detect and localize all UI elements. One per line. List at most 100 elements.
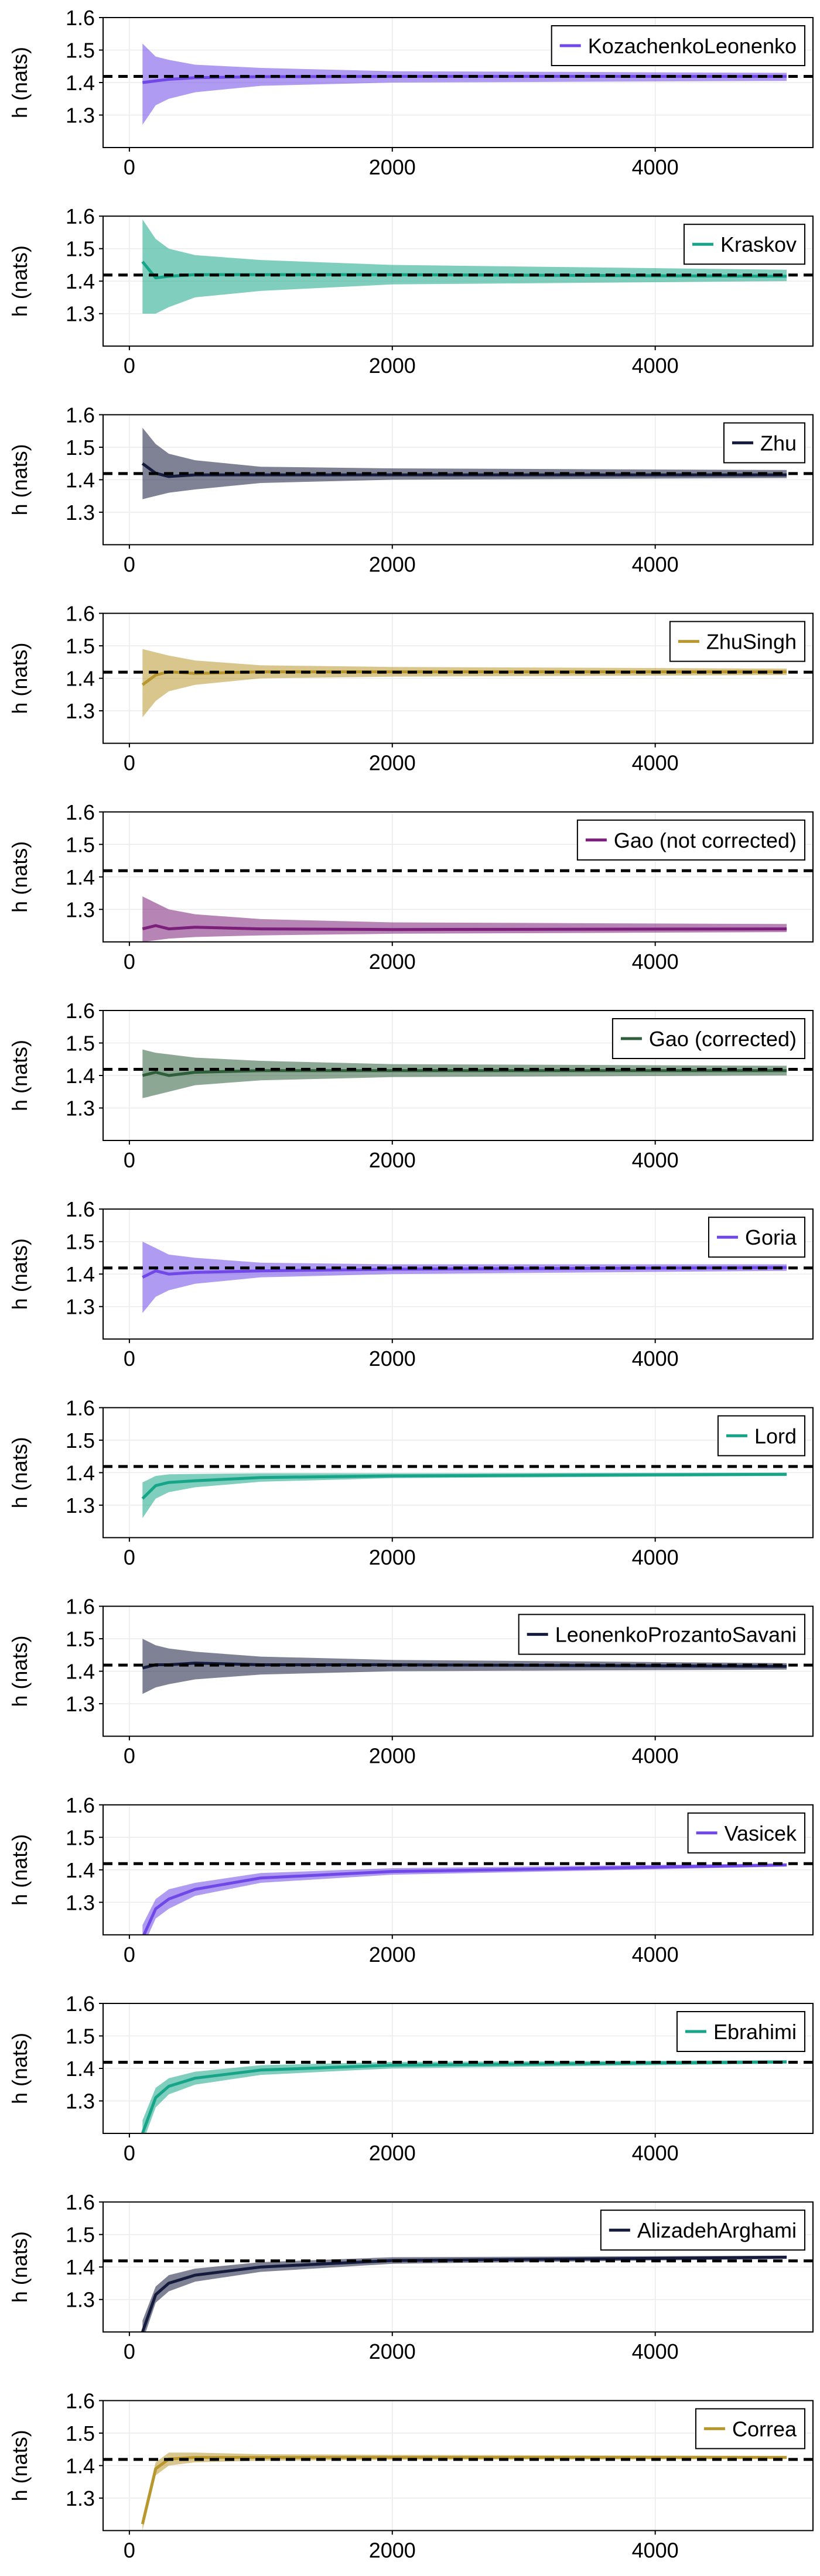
legend: Gao (corrected) bbox=[611, 1018, 805, 1059]
y-axis-label: h (nats) bbox=[8, 47, 32, 118]
legend: Lord bbox=[717, 1415, 805, 1457]
series-line bbox=[142, 1864, 787, 1935]
y-tick-label: 1.3 bbox=[66, 1692, 95, 1716]
legend-label: Lord bbox=[754, 1424, 797, 1448]
series-line bbox=[141, 2456, 787, 2524]
y-axis-label: h (nats) bbox=[8, 2231, 32, 2303]
y-tick-label: 1.5 bbox=[66, 2421, 95, 2445]
x-tick-label: 2000 bbox=[369, 950, 416, 974]
x-tick-label: 2000 bbox=[369, 2538, 416, 2562]
x-tick-label: 4000 bbox=[632, 1545, 679, 1569]
x-tick-label: 2000 bbox=[369, 2339, 416, 2363]
x-tick-label: 2000 bbox=[369, 1148, 416, 1172]
confidence-band bbox=[142, 427, 787, 499]
y-tick-label: 1.5 bbox=[66, 1429, 95, 1453]
series-line bbox=[142, 924, 787, 931]
y-tick-label: 1.6 bbox=[66, 1793, 95, 1817]
y-tick-label: 1.3 bbox=[66, 2486, 95, 2510]
chart-panel-13: 1.3 1.4 1.5 1.6 0 2000 4000 h (nats) Correa bbox=[8, 2389, 814, 2562]
x-tick-label: 2000 bbox=[369, 751, 416, 775]
x-tick-label: 2000 bbox=[369, 2141, 416, 2165]
x-tick-label: 4000 bbox=[632, 2141, 679, 2165]
y-tick-label: 1.5 bbox=[66, 2025, 95, 2049]
x-tick-label: 4000 bbox=[632, 1347, 679, 1371]
legend: Ebrahimi bbox=[676, 2011, 805, 2052]
chart-panel-10: 1.3 1.4 1.5 1.6 0 2000 4000 h (nats) Vasicek bbox=[8, 1793, 814, 1967]
legend-label: Zhu bbox=[760, 431, 797, 455]
plot-area bbox=[103, 43, 813, 125]
y-tick-label: 1.5 bbox=[66, 237, 95, 261]
y-tick-label: 1.6 bbox=[66, 2389, 95, 2413]
plot-area bbox=[103, 1241, 813, 1313]
legend-label: LeonenkoProzantoSavani bbox=[555, 1623, 797, 1647]
confidence-band bbox=[142, 1472, 787, 1519]
plot-area bbox=[103, 1465, 813, 1519]
series-line bbox=[141, 1472, 787, 1500]
y-tick-label: 1.4 bbox=[66, 1660, 95, 1684]
y-tick-label: 1.6 bbox=[66, 800, 95, 824]
x-tick-label: 0 bbox=[124, 155, 135, 179]
y-tick-label: 1.4 bbox=[66, 667, 95, 691]
legend: ZhuSingh bbox=[669, 621, 805, 662]
legend-label: Kraskov bbox=[720, 232, 797, 256]
legend-box bbox=[551, 25, 805, 66]
y-tick-label: 1.3 bbox=[66, 1097, 95, 1121]
plot-area bbox=[103, 219, 813, 314]
y-tick-label: 1.3 bbox=[66, 1295, 95, 1319]
y-tick-label: 1.4 bbox=[66, 2057, 95, 2081]
x-tick-label: 4000 bbox=[632, 552, 679, 576]
plot-area bbox=[103, 649, 813, 718]
x-tick-label: 4000 bbox=[632, 155, 679, 179]
x-tick-label: 4000 bbox=[632, 950, 679, 974]
legend: KozachenkoLeonenko bbox=[551, 25, 805, 66]
series-line bbox=[142, 1266, 787, 1279]
legend-label: Correa bbox=[732, 2417, 797, 2441]
x-tick-label: 0 bbox=[124, 2339, 135, 2363]
y-axis-label: h (nats) bbox=[8, 1636, 32, 1707]
y-tick-label: 1.3 bbox=[66, 501, 95, 525]
chart-panel-12: 1.3 1.4 1.5 1.6 0 2000 4000 h (nats) AlizadehArg… bbox=[8, 2190, 814, 2363]
y-tick-label: 1.5 bbox=[66, 833, 95, 857]
legend-label: Ebrahimi bbox=[713, 2020, 797, 2044]
x-tick-label: 0 bbox=[124, 751, 135, 775]
x-tick-label: 2000 bbox=[369, 1744, 416, 1768]
x-tick-label: 0 bbox=[124, 552, 135, 576]
y-axis-label: h (nats) bbox=[8, 1040, 32, 1111]
y-axis-label: h (nats) bbox=[8, 643, 32, 714]
y-tick-label: 1.3 bbox=[66, 699, 95, 723]
legend-label: AlizadehArghami bbox=[637, 2218, 797, 2242]
y-tick-label: 1.3 bbox=[66, 104, 95, 128]
y-tick-label: 1.5 bbox=[66, 1230, 95, 1254]
y-tick-label: 1.5 bbox=[66, 634, 95, 658]
chart-panel-4: 1.3 1.4 1.5 1.6 0 2000 4000 h (nats) ZhuSingh bbox=[8, 602, 814, 775]
plot-area bbox=[103, 427, 813, 499]
chart-panel-3: 1.3 1.4 1.5 1.6 0 2000 4000 h (nats) Zhu bbox=[8, 403, 814, 576]
y-tick-label: 1.5 bbox=[66, 1032, 95, 1056]
legend: LeonenkoProzantoSavani bbox=[518, 1614, 805, 1655]
confidence-band bbox=[142, 649, 787, 718]
legend-box bbox=[518, 1614, 805, 1655]
y-tick-label: 1.6 bbox=[66, 1992, 95, 2016]
x-tick-label: 0 bbox=[124, 1744, 135, 1768]
y-axis-label: h (nats) bbox=[8, 2033, 32, 2104]
x-tick-label: 4000 bbox=[632, 354, 679, 378]
x-tick-label: 0 bbox=[124, 2141, 135, 2165]
chart-panel-2: 1.3 1.4 1.5 1.6 0 2000 4000 h (nats) Kraskov bbox=[8, 204, 814, 378]
chart-panel-11: 1.3 1.4 1.5 1.6 0 2000 4000 h (nats) Ebrahimi bbox=[8, 1992, 814, 2165]
x-tick-label: 0 bbox=[124, 1545, 135, 1569]
x-tick-label: 4000 bbox=[632, 1148, 679, 1172]
legend-label: Vasicek bbox=[725, 1821, 797, 1845]
x-tick-label: 0 bbox=[124, 1148, 135, 1172]
x-tick-label: 4000 bbox=[632, 2339, 679, 2363]
chart-panel-8: 1.3 1.4 1.5 1.6 0 2000 4000 h (nats) Lord bbox=[8, 1396, 814, 1569]
series-line bbox=[141, 2256, 787, 2332]
y-tick-label: 1.6 bbox=[66, 6, 95, 30]
y-tick-label: 1.6 bbox=[66, 2190, 95, 2214]
chart-panel-1: 1.3 1.4 1.5 1.6 0 2000 4000 h (nats) KozachenkoL… bbox=[8, 6, 814, 179]
legend-label: Gao (not corrected) bbox=[614, 828, 797, 852]
confidence-band bbox=[142, 896, 787, 942]
plot-area bbox=[103, 1639, 813, 1694]
legend: Zhu bbox=[723, 422, 805, 464]
confidence-band bbox=[142, 1241, 787, 1313]
